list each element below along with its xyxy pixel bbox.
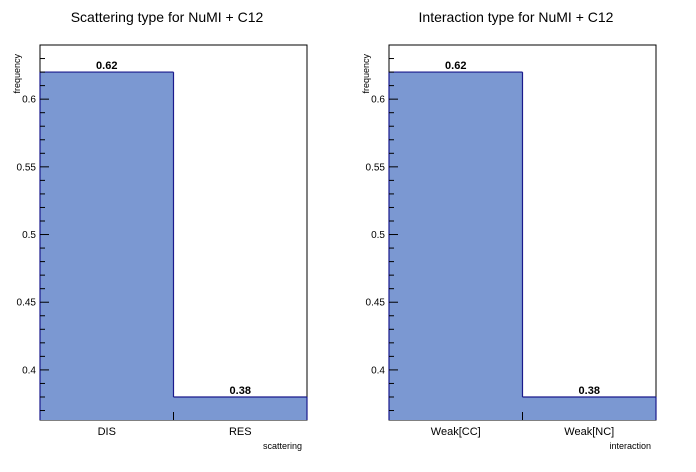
- bar-1: [522, 396, 656, 420]
- y-axis-title: frequency: [361, 54, 371, 94]
- y-tick-label: 0.5: [371, 230, 385, 241]
- bar-0: [389, 72, 523, 421]
- y-tick-label: 0.55: [17, 162, 37, 173]
- x-axis-title: interaction: [609, 441, 651, 451]
- interaction-chart-panel: Interaction type for NuMI + C12 0.62 0.38 0…: [361, 9, 657, 451]
- data-label-1: 0.38: [579, 385, 600, 397]
- bar-0: [40, 72, 174, 421]
- x-category-label: Weak[NC]: [564, 426, 614, 438]
- y-tick-label: 0.45: [366, 298, 386, 309]
- x-category-label: DIS: [98, 426, 116, 438]
- y-tick-label: 0.4: [371, 365, 385, 376]
- y-tick-label: 0.6: [371, 95, 385, 106]
- y-tick-label: 0.4: [22, 365, 36, 376]
- x-category-label: RES: [229, 426, 252, 438]
- y-tick-label: 0.5: [22, 230, 36, 241]
- scattering-chart-panel: Scattering type for NuMI + C12 0.62 0.38 0.…: [12, 9, 308, 451]
- bar-1: [173, 396, 307, 420]
- chart-title: Scattering type for NuMI + C12: [71, 9, 264, 25]
- y-tick-label: 0.6: [22, 95, 36, 106]
- y-tick-label: 0.45: [17, 298, 37, 309]
- data-label-0: 0.62: [96, 60, 117, 72]
- x-category-label: Weak[CC]: [431, 426, 481, 438]
- y-axis-title: frequency: [12, 54, 22, 94]
- data-label-0: 0.62: [445, 60, 466, 72]
- data-label-1: 0.38: [230, 385, 251, 397]
- y-tick-label: 0.55: [366, 162, 386, 173]
- chart-title: Interaction type for NuMI + C12: [419, 9, 614, 25]
- x-axis-title: scattering: [263, 441, 302, 451]
